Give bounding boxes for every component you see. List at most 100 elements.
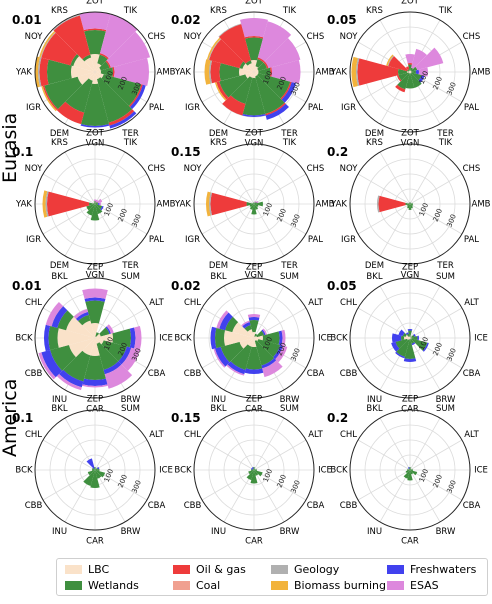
legend-item-esas: ESAS: [387, 579, 439, 592]
bar-bkl-esas: [241, 320, 250, 327]
polar-panel-12: 100 200 300ZEPSUMALTICECBABRWCARINUCBBBCKC…: [327, 395, 488, 547]
bar-igr-wetlands: [86, 204, 95, 211]
bar-zot-wetlands: [94, 201, 96, 204]
category-label-zot: ZOT: [401, 129, 420, 139]
bar-zep-freshwaters: [84, 297, 106, 302]
bar-zot-wetlands: [84, 30, 106, 55]
legend-label-coal: Coal: [196, 579, 221, 592]
bar-ter-wetlands: [410, 204, 414, 209]
category-label-brw: BRW: [280, 395, 300, 405]
polar-panel-9: 100 200 300ZEPSUMALTICECBABRWCARINUCBBBCKC…: [327, 263, 488, 415]
category-label-sum: SUM: [436, 272, 455, 282]
bar-bkl-lbc: [408, 336, 410, 338]
bar-noy-lbc: [408, 70, 410, 72]
bar-zot-lbc: [90, 54, 100, 72]
category-label-bck: BCK: [330, 334, 348, 344]
bar-dem-lbc: [88, 72, 95, 81]
category-label-bck: BCK: [174, 334, 192, 344]
bar-amb-esas: [271, 59, 301, 85]
radial-tick-label: 300: [446, 81, 458, 96]
bar-cba-freshwaters: [422, 342, 429, 352]
bar-alt-freshwaters: [413, 333, 416, 337]
grid-spoke: [409, 439, 463, 471]
category-label-tik: TIK: [438, 138, 453, 148]
bar-yak-biomass-burning: [35, 56, 40, 88]
radial-tick-label: 300: [290, 347, 302, 362]
bar-yak-wetlands: [246, 202, 254, 206]
category-label-tik: TIK: [282, 6, 297, 16]
bar-cba-freshwaters: [273, 344, 283, 360]
panel-title: 0.2: [327, 411, 348, 425]
category-label-car: CAR: [245, 405, 263, 415]
radial-tick-label: 300: [131, 213, 143, 228]
bar-pal-oil-gas: [280, 81, 292, 100]
bar-igr-oil-gas: [216, 81, 229, 100]
bar-yak-geology: [209, 192, 212, 216]
bar-car-wetlands: [245, 346, 263, 370]
bar-chl-wetlands: [92, 467, 95, 470]
bar-zep-wetlands: [85, 300, 105, 324]
category-label-krs: KRS: [210, 6, 227, 16]
bar-yak-oil-gas: [210, 192, 247, 216]
grid-spoke: [201, 203, 255, 235]
panel-title: 0.02: [171, 279, 201, 293]
bar-zep-wetlands: [408, 330, 412, 337]
category-label-sum: SUM: [280, 404, 299, 414]
category-label-car: CAR: [245, 537, 263, 547]
category-label-inu: INU: [211, 527, 226, 537]
category-label-alt: ALT: [308, 298, 323, 308]
bar-ter-lbc: [95, 72, 101, 80]
bar-yak-oil-gas: [378, 195, 406, 213]
grid-spoke: [409, 173, 463, 205]
bar-brw-freshwaters: [261, 358, 277, 369]
legend-label-oil-gas: Oil & gas: [196, 563, 246, 576]
bar-amb-wetlands: [95, 203, 98, 205]
bar-inu-wetlands: [246, 470, 254, 481]
bar-amb-wetlands: [100, 67, 114, 77]
grid-spoke: [409, 203, 463, 235]
bar-tik-lbc: [410, 70, 412, 72]
bar-inu-wetlands: [396, 339, 410, 357]
grid-spoke: [223, 417, 255, 471]
bar-yak-oil-gas: [47, 191, 90, 217]
grid-spoke: [201, 173, 255, 205]
bar-yak-lbc: [239, 68, 254, 76]
bar-chl-esas: [216, 310, 229, 329]
bar-tik-wetlands: [97, 54, 108, 66]
bar-tik-lbc: [254, 66, 259, 72]
bar-noy-geology: [208, 38, 222, 60]
bar-ice-lbc: [254, 335, 263, 341]
bar-inu-wetlands: [63, 350, 91, 382]
bar-chs-lbc: [410, 70, 412, 72]
bar-bck-freshwaters: [210, 326, 217, 350]
bar-yak-biomass-burning: [206, 191, 211, 217]
bar-bkl-wetlands: [406, 333, 410, 337]
bar-yak-geology: [355, 58, 360, 86]
bar-yak-lbc: [407, 71, 410, 73]
bar-amb-lbc: [254, 70, 259, 74]
bar-pal-wetlands: [257, 73, 291, 99]
bar-krs-lbc: [84, 57, 95, 72]
bar-zep-wetlands: [253, 467, 255, 470]
bar-amb-oil-gas: [269, 67, 272, 77]
bar-chl-wetlands: [252, 468, 254, 470]
bar-amb-esas: [418, 67, 429, 77]
bar-zep-esas: [82, 288, 108, 299]
category-label-alt: ALT: [149, 430, 164, 440]
grid-spoke: [253, 203, 285, 257]
category-label-amb: AMB: [157, 200, 176, 210]
legend-swatch-esas: [387, 581, 404, 590]
bar-yak-geology: [45, 191, 49, 217]
grid-spoke: [253, 439, 307, 471]
bar-yak-biomass-burning: [204, 59, 211, 85]
bar-alt-lbc: [410, 336, 412, 338]
grid-spoke: [201, 469, 255, 501]
bar-bkl-wetlands: [252, 468, 254, 470]
grid-spoke: [94, 417, 126, 471]
bar-vgn-wetlands: [251, 204, 257, 215]
bar-pal-oil-gas: [128, 84, 143, 108]
category-label-tik: TIK: [123, 138, 138, 148]
bar-igr-biomass-burning: [41, 85, 57, 112]
bar-alt-freshwaters: [261, 329, 266, 336]
